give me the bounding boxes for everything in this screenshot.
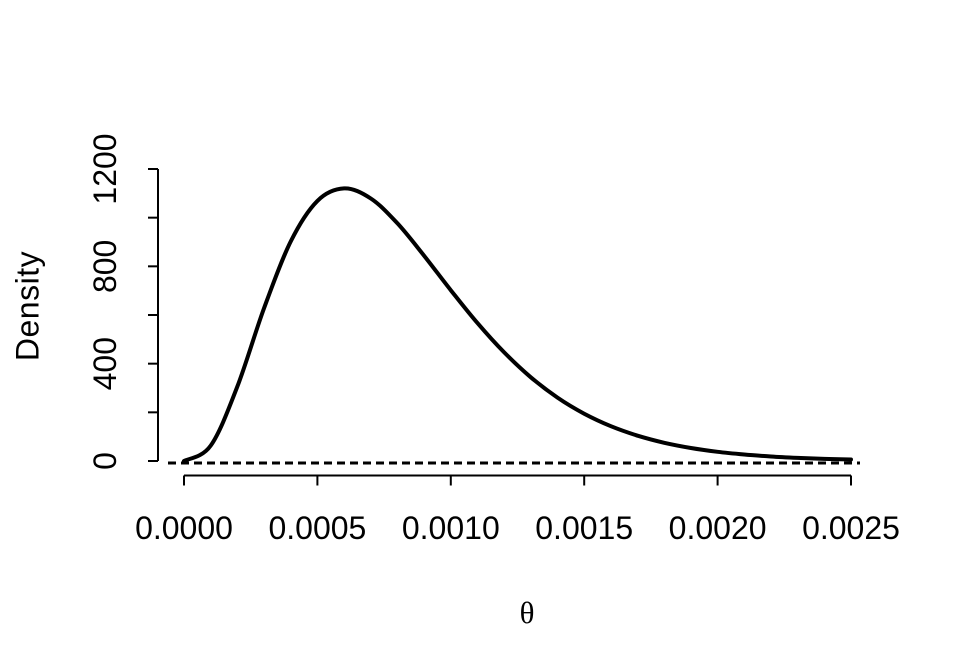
y-tick-label: 0 xyxy=(87,452,123,470)
y-tick-label: 800 xyxy=(87,240,123,293)
x-tick-label: 0.0005 xyxy=(268,510,366,546)
y-tick-label: 400 xyxy=(87,337,123,390)
x-tick-label: 0.0015 xyxy=(535,510,633,546)
x-tick-label: 0.0010 xyxy=(402,510,500,546)
x-tick-label: 0.0025 xyxy=(802,510,900,546)
x-axis-title: θ xyxy=(519,595,535,630)
y-tick-label: 1200 xyxy=(87,133,123,204)
x-tick-label: 0.0020 xyxy=(669,510,767,546)
density-curve xyxy=(182,186,853,463)
x-tick-label: 0.0000 xyxy=(135,510,233,546)
y-axis-title: Density xyxy=(9,250,46,362)
